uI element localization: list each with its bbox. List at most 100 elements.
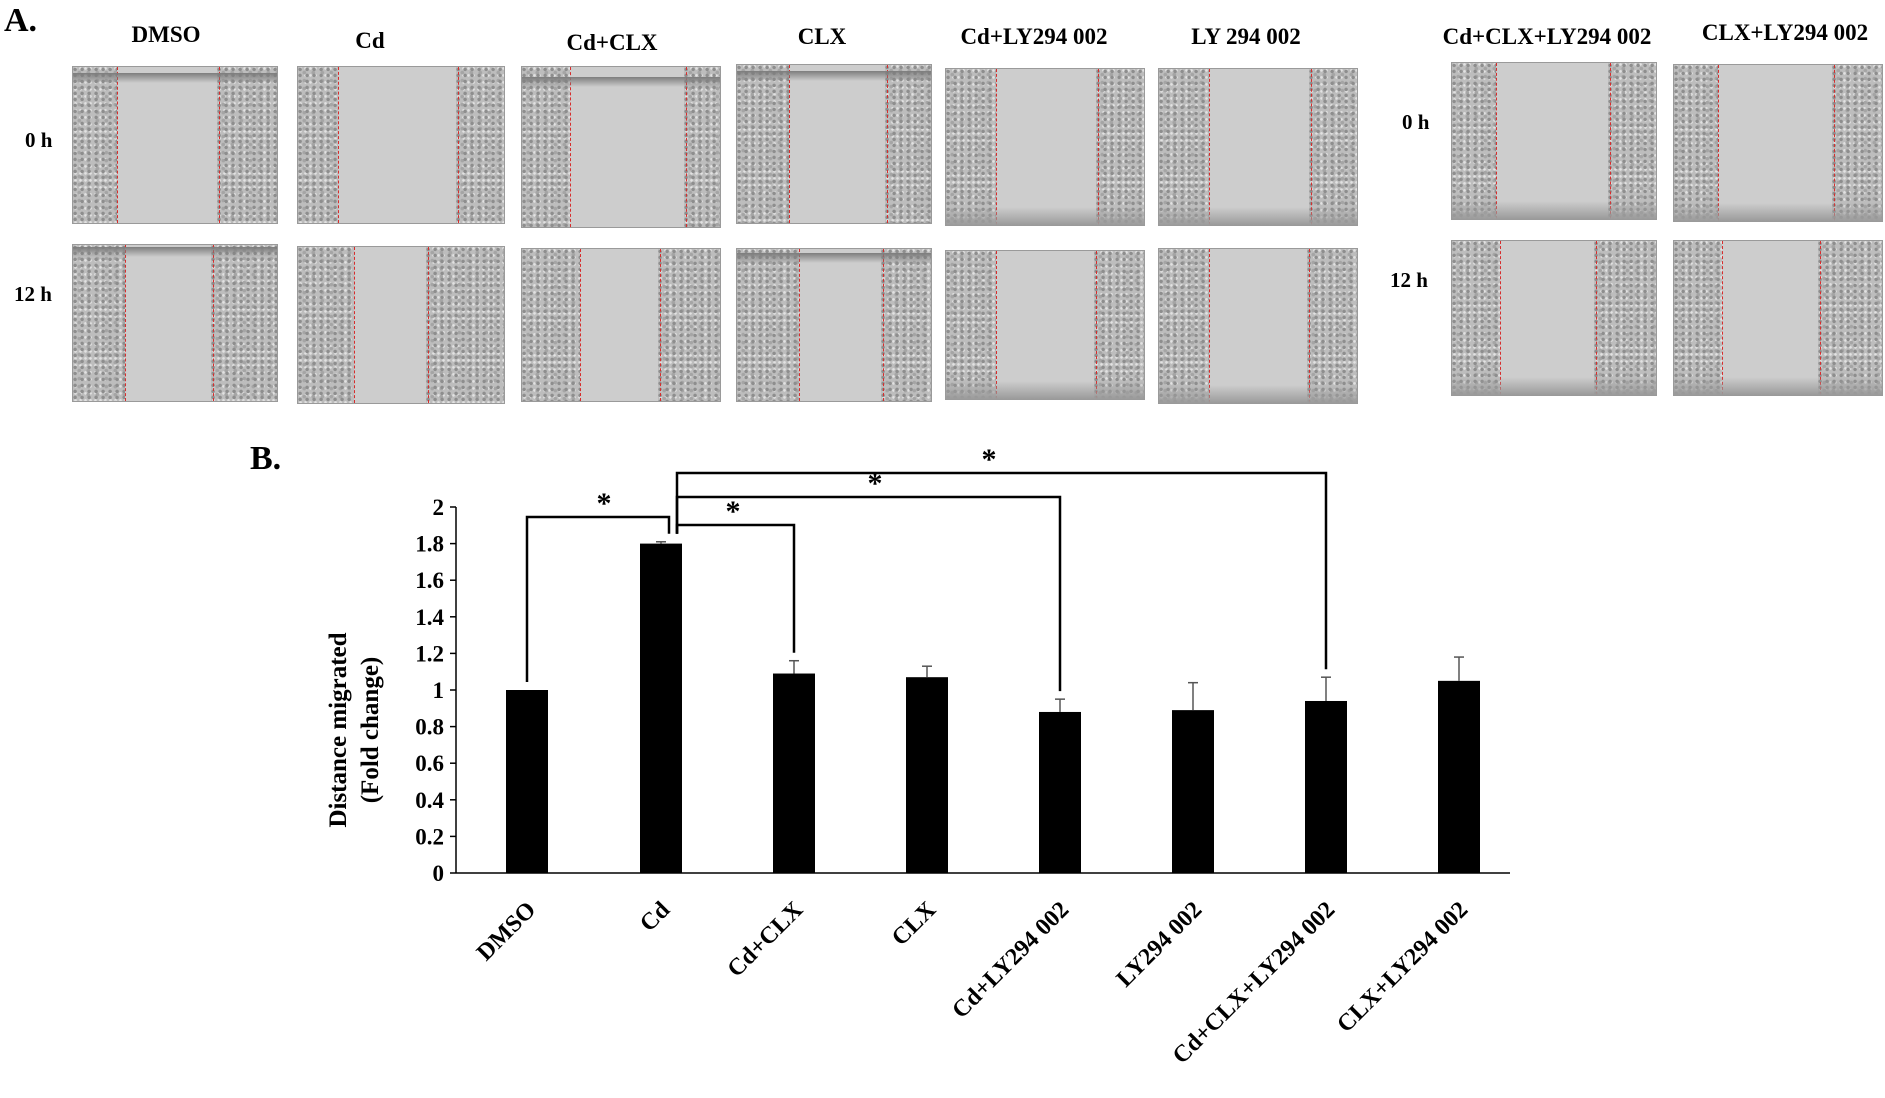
wound-gap [996,69,1098,225]
wound-edge-line [458,67,459,223]
column-label-cd-clx-ly294002: Cd+CLX+LY294 002 [1442,24,1652,49]
wound-gap [1209,69,1311,225]
wound-gap [338,67,458,223]
y-axis-label-line1: Distance migrated [325,632,352,827]
y-tick-label: 0.4 [415,788,444,813]
wound-edge-line [570,67,571,227]
image-shadow-band [1452,201,1656,219]
wound-gap [125,245,213,401]
micrograph-image [1158,68,1358,226]
x-tick-label-0: DMSO [472,897,541,966]
cell-monolayer-left [73,245,125,401]
wound-gap [570,67,686,227]
micrograph-image [1451,240,1657,396]
cell-monolayer-right [885,65,931,223]
significance-star-0: * [597,487,612,520]
cell-monolayer-right [1832,65,1882,221]
bar-7 [1438,680,1480,873]
wound-edge-line [219,67,220,223]
wound-edge-line [1596,241,1597,395]
cell-monolayer-left [298,247,354,403]
wound-edge-line [1496,63,1497,219]
wound-edge-line [996,69,997,225]
bar-0 [506,690,548,873]
micrograph-image [1451,62,1657,220]
wound-edge-line [117,67,118,223]
cell-monolayer-left [73,67,117,223]
cell-monolayer-right [456,67,504,223]
x-tick-label-4: Cd+LY294 002 [947,897,1074,1024]
cell-monolayer-right [1307,249,1357,403]
cell-monolayer-left [946,69,996,225]
wound-edge-line [580,249,581,401]
y-tick-label: 0.2 [415,824,444,849]
wound-edge-line [1500,241,1501,395]
wound-edge-line [1610,63,1611,219]
cell-monolayer-right [1309,69,1357,225]
wound-gap [1496,63,1610,219]
wound-gap [799,249,883,401]
wound-edge-line [1209,69,1210,225]
panel-b-label: B. [250,440,282,477]
wound-edge-line [125,245,126,401]
significance-bracket-0 [525,515,671,682]
wound-edge-line [789,65,790,223]
bar-3 [906,677,948,873]
column-label-cd: Cd [355,28,385,53]
row-label-0h-right: 0 h [1402,110,1430,134]
micrograph-image [1158,248,1358,404]
y-tick-label: 1.2 [415,641,444,666]
cell-monolayer-left [737,65,789,223]
wound-edge-line [1096,251,1097,399]
cell-monolayer-left [1452,63,1496,219]
cell-monolayer-left [522,67,570,227]
micrograph-image [1673,240,1883,396]
wound-gap [580,249,660,401]
bar-1 [640,543,682,873]
bars [506,543,1480,873]
error-bars [656,541,1464,712]
column-label-clx: CLX [797,24,847,49]
wound-gap [1209,249,1309,403]
image-streak [73,73,277,83]
image-shadow-band [1159,207,1357,225]
cell-monolayer-right [1094,251,1144,399]
cell-monolayer-left [946,251,996,399]
x-tick-labels: DMSO Cd Cd+CLX CLX Cd+LY294 002 LY294 002Cd+C… [472,896,1473,1069]
wound-edge-line [338,67,339,223]
micrograph-image [72,244,278,402]
y-tick-label: 0.8 [415,715,444,740]
wound-edge-line [887,65,888,223]
wound-edge-line [428,247,429,403]
cell-monolayer-right [426,247,504,403]
row-label-12h-right: 12 h [1390,268,1428,292]
wound-edge-line [1718,65,1719,221]
bar-2 [773,673,815,873]
micrograph-image [521,66,721,228]
significance-bracket-3 [675,471,1328,670]
cell-monolayer-left [737,249,799,401]
image-streak [73,247,277,257]
cell-monolayer-left [1674,65,1718,221]
y-tick-label: 1.8 [415,532,444,557]
bar-5 [1172,710,1214,873]
micrograph-image [945,68,1145,226]
cell-monolayer-right [1594,241,1656,395]
column-label-ly294002: LY 294 002 [1191,24,1301,49]
wound-gap [117,67,219,223]
wound-edge-line [883,249,884,401]
cell-monolayer-left [1159,249,1209,403]
significance-brackets: * * * * [525,443,1328,692]
y-tick-label: 1.4 [415,605,444,630]
wound-edge-line [660,249,661,401]
column-label-dmso: DMSO [131,22,201,47]
cell-monolayer-right [1818,241,1882,395]
wound-edge-line [686,67,687,227]
micrograph-image [736,248,932,402]
y-tick-label: 1.6 [415,568,444,593]
image-streak [522,77,720,87]
column-label-clx-ly294002: CLX+LY294 002 [1701,20,1869,45]
wound-gap [1722,241,1820,395]
cell-monolayer-left [1159,69,1209,225]
